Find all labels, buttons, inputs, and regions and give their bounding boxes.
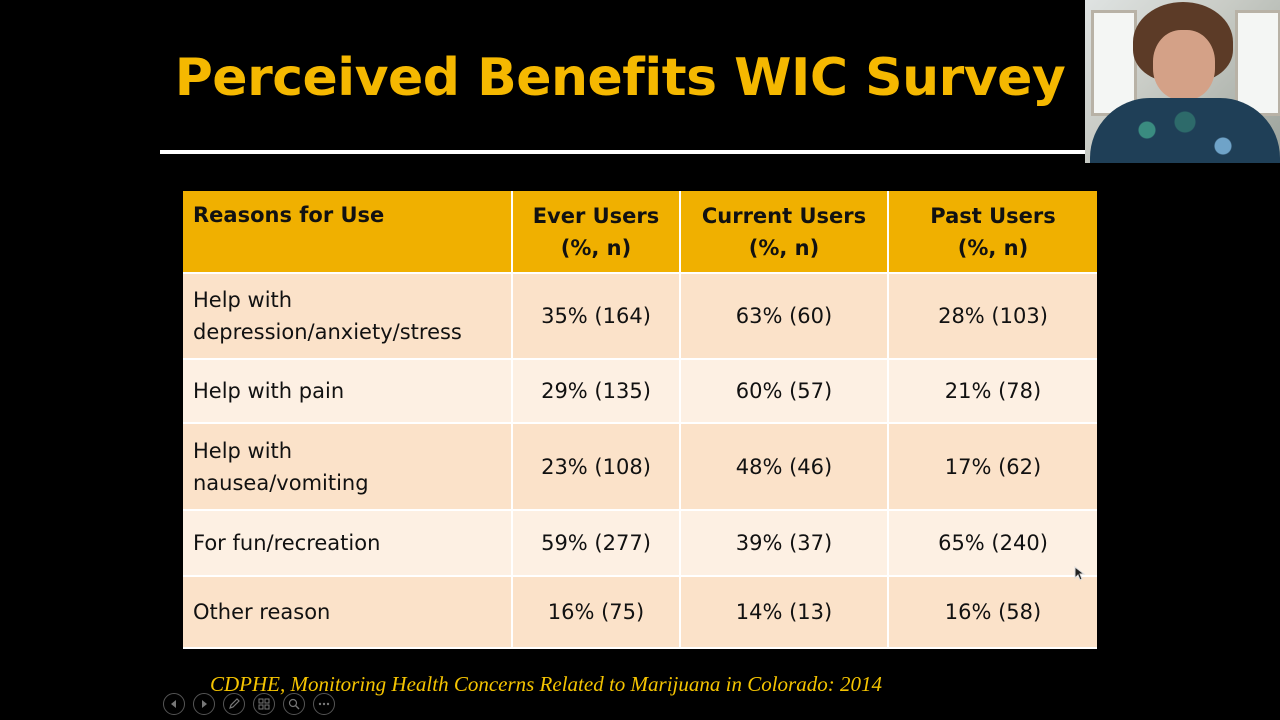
current-users-cell: 14% (13)	[680, 576, 889, 649]
header-past-users: Past Users (%, n)	[888, 191, 1097, 274]
ever-users-cell: 59% (277)	[512, 510, 681, 577]
ever-users-cell: 35% (164)	[512, 273, 681, 360]
current-users-cell: 63% (60)	[680, 273, 889, 360]
window-pane	[1235, 10, 1280, 116]
past-users-cell: 65% (240)	[888, 510, 1097, 577]
ever-users-cell: 16% (75)	[512, 576, 681, 649]
table-header-row: Reasons for Use Ever Users (%, n) Current…	[183, 191, 1097, 274]
header-reasons: Reasons for Use	[183, 191, 513, 274]
header-ever-users: Ever Users (%, n)	[512, 191, 681, 274]
window-pane	[1091, 10, 1137, 116]
presenter-face	[1153, 30, 1215, 100]
more-options-icon[interactable]	[313, 693, 335, 715]
past-users-cell: 17% (62)	[888, 423, 1097, 511]
ever-users-cell: 29% (135)	[512, 359, 681, 424]
table-row: Help with nausea/vomiting 23% (108) 48% (…	[183, 423, 1097, 511]
pen-icon[interactable]	[223, 693, 245, 715]
table-row: For fun/recreation 59% (277) 39% (37) 65…	[183, 510, 1097, 577]
zoom-icon[interactable]	[283, 693, 305, 715]
mouse-cursor-icon	[1074, 566, 1086, 581]
presenter-webcam	[1085, 0, 1280, 163]
reason-cell: Other reason	[183, 576, 513, 649]
slide-title: Perceived Benefits WIC Survey	[174, 48, 1066, 108]
slides-grid-icon[interactable]	[253, 693, 275, 715]
presenter-body	[1090, 98, 1280, 163]
table-row: Help with depression/anxiety/stress 35% (…	[183, 273, 1097, 360]
past-users-cell: 28% (103)	[888, 273, 1097, 360]
past-users-cell: 21% (78)	[888, 359, 1097, 424]
table-row: Help with pain 29% (135) 60% (57) 21% (7…	[183, 359, 1097, 424]
table-row: Other reason 16% (75) 14% (13) 16% (58)	[183, 576, 1097, 649]
ever-users-cell: 23% (108)	[512, 423, 681, 511]
current-users-cell: 48% (46)	[680, 423, 889, 511]
reason-cell: Help with nausea/vomiting	[183, 423, 513, 511]
current-users-cell: 39% (37)	[680, 510, 889, 577]
next-icon[interactable]	[193, 693, 215, 715]
reason-cell: Help with depression/anxiety/stress	[183, 273, 513, 360]
current-users-cell: 60% (57)	[680, 359, 889, 424]
header-current-users: Current Users (%, n)	[680, 191, 889, 274]
title-underline	[160, 150, 1085, 154]
past-users-cell: 16% (58)	[888, 576, 1097, 649]
prev-icon[interactable]	[163, 693, 185, 715]
source-citation: CDPHE, Monitoring Health Concerns Relate…	[210, 672, 882, 696]
reason-cell: For fun/recreation	[183, 510, 513, 577]
reason-cell: Help with pain	[183, 359, 513, 424]
presentation-toolbar	[163, 693, 335, 715]
reasons-table: Reasons for Use Ever Users (%, n) Current…	[183, 191, 1097, 649]
